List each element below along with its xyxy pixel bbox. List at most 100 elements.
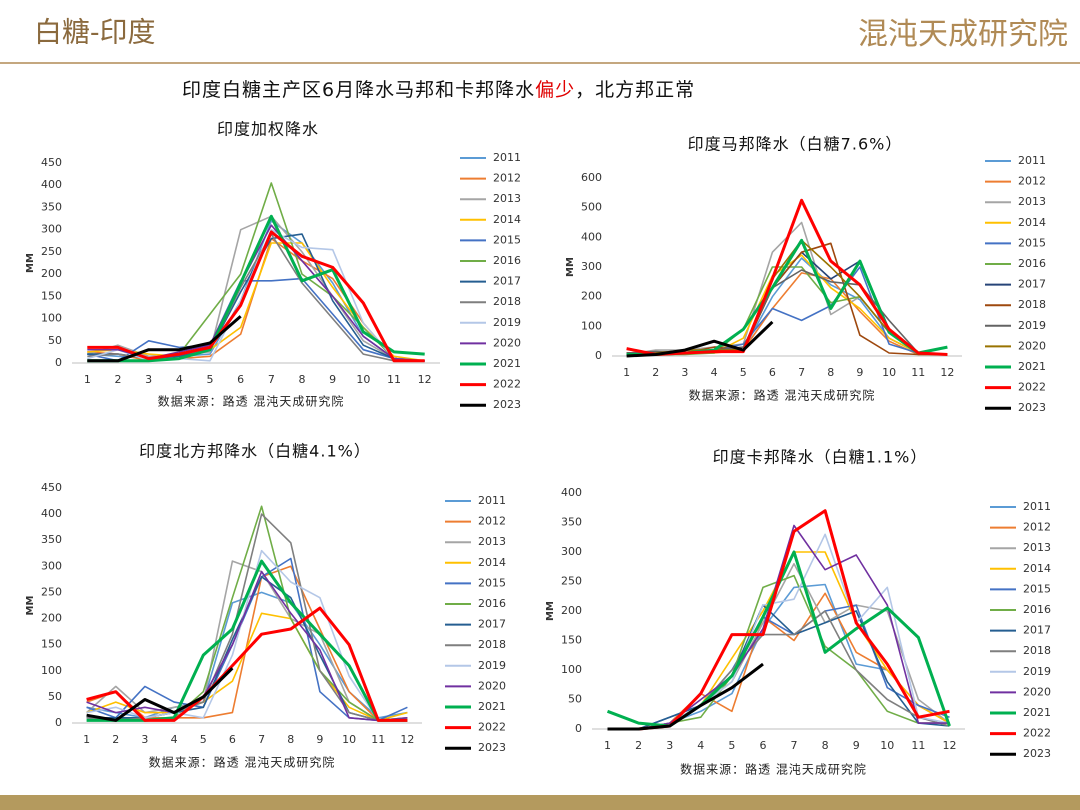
legend-label: 2017 [493,275,521,288]
y-tick-label: 200 [41,612,62,625]
x-tick-label: 4 [176,373,183,386]
x-tick-label: 6 [229,733,236,746]
y-tick-label: 100 [41,312,62,325]
series-line [87,215,425,362]
legend-label: 2014 [1018,216,1046,229]
legend-label: 2023 [1023,747,1051,760]
y-tick-label: 150 [41,638,62,651]
x-tick-label: 8 [287,733,294,746]
legend-label: 2023 [493,398,521,411]
x-tick-label: 3 [141,733,148,746]
legend-label: 2019 [1018,319,1046,332]
legend-label: 2019 [493,316,521,329]
footer-band [0,795,1080,810]
series-line [87,214,425,363]
y-tick-label: 350 [41,200,62,213]
chart-title: 印度卡邦降水（白糖1.1%） [713,448,928,467]
y-tick-label: 300 [41,223,62,236]
x-tick-label: 5 [207,373,214,386]
headline: 印度白糖主产区6月降水马邦和卡邦降水偏少，北方邦正常 [182,79,695,101]
y-tick-label: 50 [48,334,62,347]
x-tick-label: 6 [759,739,766,752]
legend-label: 2017 [1018,278,1046,291]
x-tick-label: 1 [623,366,630,379]
series-line [87,315,242,363]
y-tick-label: 50 [568,693,582,706]
legend-label: 2013 [1018,195,1046,208]
x-tick-label: 1 [84,373,91,386]
x-tick-label: 8 [299,373,306,386]
y-tick-label: 250 [41,245,62,258]
legend-label: 2015 [478,576,506,589]
series-line [87,230,425,363]
legend-label: 2016 [478,597,506,610]
x-tick-label: 7 [791,739,798,752]
x-tick-label: 5 [728,739,735,752]
legend-label: 2015 [1023,582,1051,595]
legend-label: 2023 [1018,401,1046,414]
legend-label: 2023 [478,741,506,754]
legend-label: 2018 [1023,644,1051,657]
x-tick-label: 3 [145,373,152,386]
x-tick-label: 2 [115,373,122,386]
x-tick-label: 10 [342,733,356,746]
x-tick-label: 10 [880,739,894,752]
x-tick-label: 12 [418,373,432,386]
x-tick-label: 7 [268,373,275,386]
y-tick-label: 250 [41,585,62,598]
y-tick-label: 0 [55,356,62,369]
legend-label: 2011 [1018,154,1046,167]
x-tick-label: 12 [940,366,954,379]
x-tick-label: 6 [769,366,776,379]
y-tick-label: 450 [41,156,62,169]
x-tick-label: 10 [356,373,370,386]
series-line [86,565,408,722]
legend-label: 2012 [1023,521,1051,534]
y-tick-label: 200 [41,267,62,280]
x-tick-label: 8 [827,366,834,379]
x-tick-label: 1 [604,739,611,752]
legend-label: 2012 [478,515,506,528]
y-tick-label: 0 [55,716,62,729]
slide-title: 白糖-印度 [34,16,155,49]
legend-label: 2016 [1023,603,1051,616]
y-tick-label: 500 [581,201,602,214]
series-line [86,513,408,722]
series-line [626,320,774,358]
x-tick-label: 11 [911,366,925,379]
legend-label: 2011 [478,494,506,507]
legend-label: 2019 [1023,665,1051,678]
y-tick-label: 0 [595,349,602,362]
x-tick-label: 12 [942,739,956,752]
x-tick-label: 4 [697,739,704,752]
legend-label: 2012 [1018,175,1046,188]
legend-label: 2011 [1023,500,1051,513]
y-tick-label: 200 [561,604,582,617]
y-tick-label: 350 [41,533,62,546]
series-line [87,277,425,362]
series-line [607,604,950,730]
y-tick-label: 200 [581,290,602,303]
logo: 混沌天成研究院 [858,17,1068,52]
legend-label: 2020 [1023,685,1051,698]
x-tick-label: 9 [856,366,863,379]
series-line [626,269,948,356]
legend-label: 2013 [493,192,521,205]
y-tick-label: 50 [48,690,62,703]
y-tick-label: 150 [561,634,582,647]
chart-title: 印度加权降水 [217,120,319,139]
y-tick-label: 300 [41,559,62,572]
legend-label: 2021 [1023,706,1051,719]
legend-label: 2013 [1023,541,1051,554]
series-line [626,266,948,356]
legend-label: 2018 [493,295,521,308]
y-tick-label: 400 [581,230,602,243]
legend-label: 2014 [493,213,521,226]
x-tick-label: 1 [83,733,90,746]
y-tick-label: 350 [561,516,582,529]
legend-label: 2015 [493,233,521,246]
legend-label: 2018 [478,638,506,651]
series-line [607,533,950,730]
x-tick-label: 2 [635,739,642,752]
